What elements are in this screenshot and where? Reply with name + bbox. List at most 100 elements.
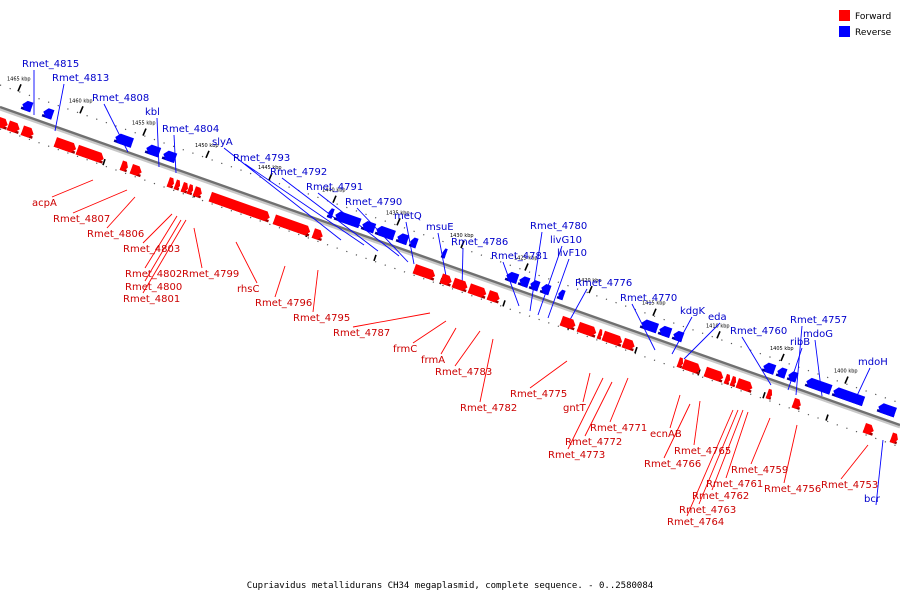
gene-body xyxy=(173,179,181,190)
scale-tick: 1460 kbp xyxy=(69,98,93,114)
gene-body xyxy=(22,100,34,113)
leader-eda xyxy=(683,322,721,360)
gene-label-kdgk: kdgK xyxy=(680,306,705,317)
gene-label-rmet-4759: Rmet_4759 xyxy=(731,465,788,476)
gene-label-rmet-4796: Rmet_4796 xyxy=(255,298,312,309)
position-marker xyxy=(102,158,106,166)
gene-body xyxy=(541,284,552,296)
leader-rmet-4807 xyxy=(72,189,128,214)
forward-gene xyxy=(192,186,202,199)
scale-tick: 1425 kbp xyxy=(514,256,538,271)
gene-body xyxy=(889,432,898,444)
scale-tick-mark xyxy=(205,150,210,159)
gene-body xyxy=(272,214,311,236)
leader-gntt xyxy=(582,372,591,403)
gene-label-frma: frmA xyxy=(421,355,445,366)
reverse-gene xyxy=(639,319,660,334)
gene-body xyxy=(146,144,162,158)
gene-body xyxy=(20,125,34,138)
map-caption: Cupriavidus metallidurans CH34 megaplasm… xyxy=(247,581,653,591)
gene-body xyxy=(519,276,531,288)
gene-label-rmet-4772: Rmet_4772 xyxy=(565,437,622,448)
reverse-gene xyxy=(395,233,410,246)
scale-tick-mark xyxy=(332,195,337,203)
scale-tick-label: 1455 kbp xyxy=(132,121,156,127)
gene-body xyxy=(576,321,597,337)
leader-rmet-4813 xyxy=(54,83,65,132)
scale-tick: 1420 kbp xyxy=(578,278,602,294)
gene-body xyxy=(506,271,520,284)
legend-reverse: Reverse xyxy=(839,26,892,38)
forward-gene xyxy=(596,329,603,340)
forward-gene xyxy=(439,273,452,287)
scale-tick-label: 1430 kbp xyxy=(450,233,474,239)
leader-rmet-4766 xyxy=(663,403,691,459)
leader-acpa xyxy=(51,179,94,198)
scale-tick: 1450 kbp xyxy=(195,143,219,159)
scale-tick-mark xyxy=(460,240,465,249)
leader-rmet-4775 xyxy=(529,360,568,389)
gene-body xyxy=(410,237,419,249)
gene-body xyxy=(186,184,194,195)
leader-rmet-4793 xyxy=(244,163,365,246)
gene-body xyxy=(6,120,20,133)
gene-label-rmet-4792: Rmet_4792 xyxy=(270,167,327,178)
legend-reverse-swatch xyxy=(839,26,850,37)
reverse-gene xyxy=(528,280,541,292)
scale-tick: 1430 kbp xyxy=(450,233,474,249)
leader-rmet-4780 xyxy=(529,231,543,312)
scale-tick-label: 1450 kbp xyxy=(195,143,219,149)
gene-body xyxy=(777,367,788,379)
leader-rmet-4799 xyxy=(193,227,203,269)
gene-body xyxy=(681,359,701,374)
leader-frma xyxy=(440,327,457,355)
scale-tick: 1445 kbp xyxy=(258,165,282,181)
forward-gene xyxy=(467,283,487,299)
scale-tick-mark xyxy=(780,353,785,362)
gene-label-rmet-4790: Rmet_4790 xyxy=(345,197,402,208)
leader-bcr xyxy=(875,439,884,506)
leader-rhsc xyxy=(235,241,258,284)
forward-gene xyxy=(486,290,500,304)
gene-body xyxy=(467,283,487,298)
gene-label-frmc: frmC xyxy=(393,344,417,355)
gene-label-rmet-4770: Rmet_4770 xyxy=(620,293,677,304)
gene-label-msue: msuE xyxy=(426,222,454,233)
gene-body xyxy=(0,117,8,129)
gene-label-rmet-4756: Rmet_4756 xyxy=(764,484,821,495)
position-marker xyxy=(502,300,506,307)
scale-tick-label: 1465 kbp xyxy=(7,76,31,82)
gene-label-rmet-4803: Rmet_4803 xyxy=(123,244,180,255)
gene-label-rmet-4765: Rmet_4765 xyxy=(674,446,731,457)
gene-body xyxy=(763,362,777,375)
forward-gene xyxy=(676,357,684,369)
scale-tick: 1455 kbp xyxy=(132,121,156,136)
gene-body xyxy=(376,225,396,241)
gene-label-bcr: bcr xyxy=(864,494,881,505)
scale-tick-label: 1405 kbp xyxy=(770,346,794,352)
leader-frmc xyxy=(412,320,447,344)
gene-label-rmet-4806: Rmet_4806 xyxy=(87,229,144,240)
gene-label-rmet-4753: Rmet_4753 xyxy=(821,480,878,491)
forward-gene xyxy=(723,373,731,385)
gene-label-rmet-4762: Rmet_4762 xyxy=(692,491,749,502)
reverse-gene xyxy=(113,133,134,148)
forward-gene xyxy=(129,163,142,178)
forward-gene xyxy=(173,179,181,191)
reverse-gene xyxy=(161,150,178,164)
forward-gene xyxy=(272,214,311,237)
gene-body xyxy=(735,378,753,392)
gene-body xyxy=(862,422,874,435)
scale-tick-label: 1435 kbp xyxy=(386,210,410,216)
legend: Forward Reverse xyxy=(839,10,892,38)
scale-tick: 1410 kbp xyxy=(706,323,730,339)
gene-body xyxy=(180,182,188,193)
gene-body xyxy=(621,337,635,350)
gene-label-rmet-4766: Rmet_4766 xyxy=(644,459,701,470)
leader-rmet-4773 xyxy=(567,377,604,450)
scale-tick-mark xyxy=(79,105,84,114)
leader-kbl xyxy=(156,117,160,168)
reverse-gene xyxy=(504,271,520,284)
scale-tick-label: 1425 kbp xyxy=(514,256,538,262)
gene-body xyxy=(43,108,55,120)
